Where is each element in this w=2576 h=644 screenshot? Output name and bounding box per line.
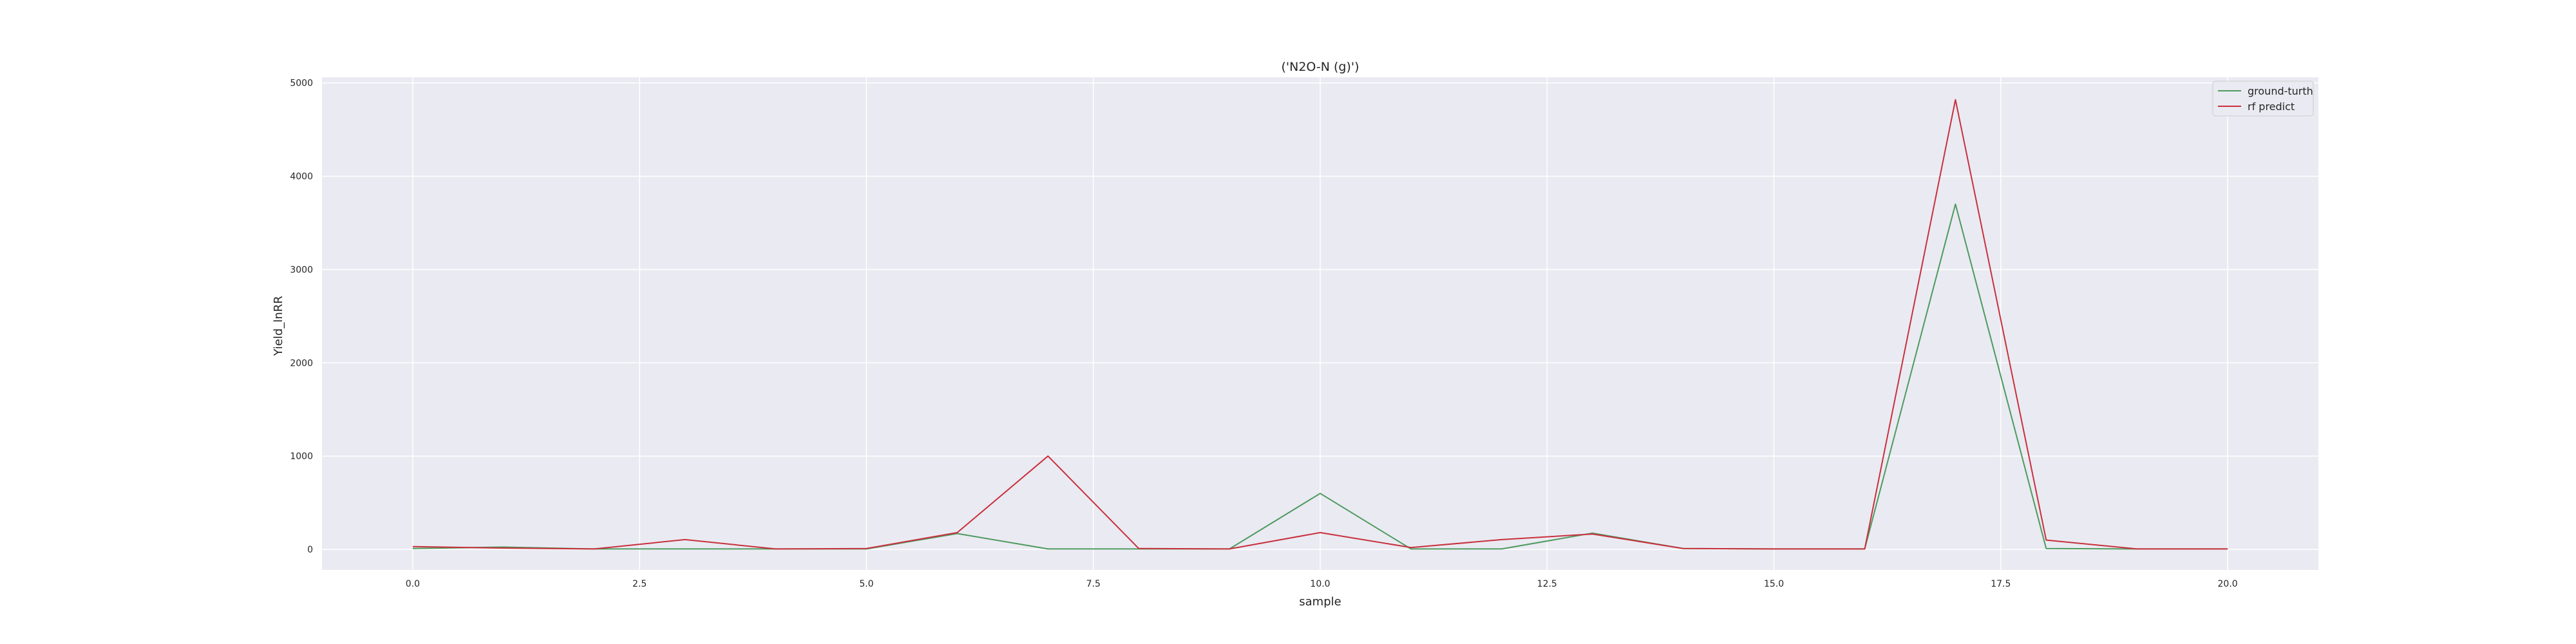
x-tick-label: 5.0	[859, 579, 873, 589]
legend-label-ground-turth: ground-turth	[2248, 85, 2313, 97]
x-tick-labels: 0.0 2.5 5.0 7.5 10.0 12.5 15.0 17.5 20.0	[406, 579, 2238, 589]
y-tick-label: 2000	[290, 358, 313, 368]
series-line-rf-predict	[412, 99, 2228, 550]
x-tick-label: 0.0	[406, 579, 420, 589]
y-tick-label: 3000	[290, 265, 313, 275]
chart-title: ('N2O-N (g)')	[1281, 60, 1359, 74]
x-tick-label: 12.5	[1537, 579, 1557, 589]
y-axis-label: Yield_lnRR	[272, 296, 285, 356]
x-tick-label: 2.5	[632, 579, 647, 589]
series-line-ground-turth	[412, 204, 2228, 550]
x-tick-label: 17.5	[1991, 579, 2011, 589]
legend-box	[2212, 80, 2314, 117]
legend: ground-turth rf predict	[2212, 80, 2314, 117]
legend-label-rf-predict: rf predict	[2248, 100, 2295, 113]
y-tick-label: 0	[307, 545, 313, 555]
y-tick-label: 1000	[290, 451, 313, 462]
grid	[322, 77, 2318, 570]
x-tick-label: 15.0	[1764, 579, 1784, 589]
x-axis-label: sample	[1299, 595, 1341, 609]
y-tick-labels: 0 1000 2000 3000 4000 5000	[290, 79, 313, 555]
series-layer	[412, 99, 2228, 550]
y-tick-label: 5000	[290, 79, 313, 89]
x-tick-label: 20.0	[2218, 579, 2238, 589]
y-tick-label: 4000	[290, 172, 313, 182]
x-tick-label: 10.0	[1310, 579, 1330, 589]
x-tick-label: 7.5	[1086, 579, 1101, 589]
